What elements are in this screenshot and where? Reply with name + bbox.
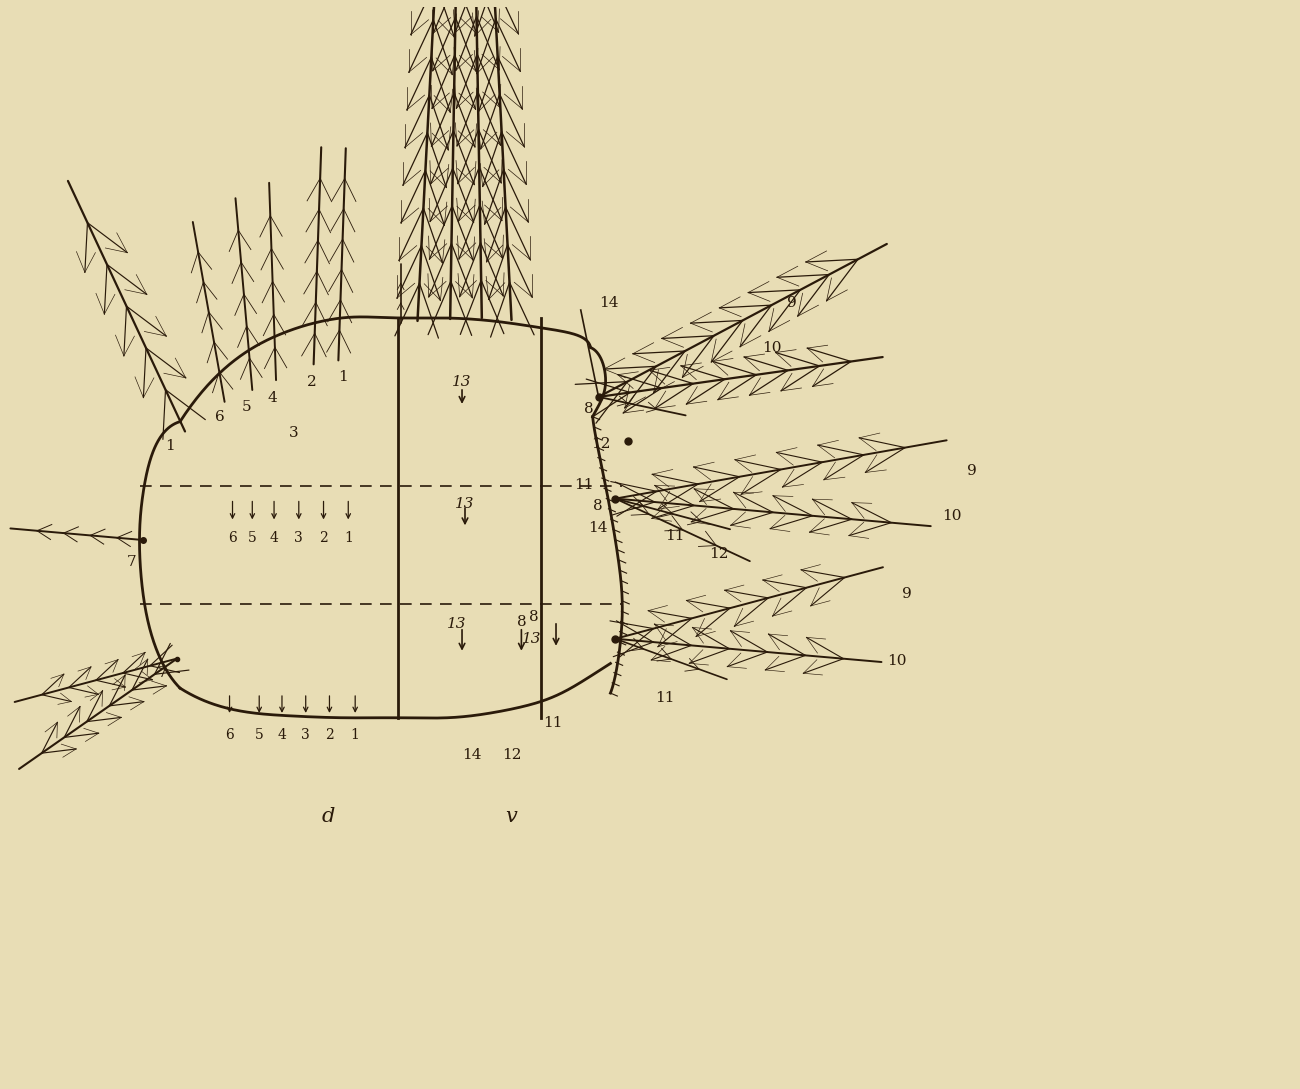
Text: 13: 13 — [452, 375, 472, 389]
Text: 13: 13 — [521, 632, 541, 646]
Text: 5: 5 — [242, 400, 251, 414]
Text: 14: 14 — [463, 748, 482, 762]
Text: 11: 11 — [655, 692, 675, 705]
Text: v: v — [506, 807, 517, 825]
Text: 10: 10 — [942, 510, 962, 524]
Text: 14: 14 — [599, 296, 619, 310]
Text: 6: 6 — [227, 531, 237, 546]
Text: 9: 9 — [786, 296, 797, 310]
Text: 8: 8 — [529, 610, 539, 624]
Text: 6: 6 — [214, 409, 225, 424]
Text: 8: 8 — [584, 402, 594, 416]
Text: 12: 12 — [710, 547, 729, 561]
Text: 11: 11 — [666, 529, 685, 543]
Text: 12: 12 — [590, 438, 610, 451]
Text: 9: 9 — [967, 464, 976, 478]
Text: 5: 5 — [255, 727, 264, 742]
Text: 1: 1 — [165, 439, 176, 453]
Text: 13: 13 — [447, 617, 467, 631]
Text: 14: 14 — [588, 522, 607, 535]
Text: 9: 9 — [902, 587, 913, 601]
Text: 4: 4 — [268, 391, 277, 405]
Text: 1: 1 — [338, 370, 348, 384]
Text: 2: 2 — [320, 531, 328, 546]
Text: 1: 1 — [343, 531, 352, 546]
Text: 4: 4 — [277, 727, 286, 742]
Text: d: d — [322, 807, 335, 825]
Text: 2: 2 — [307, 375, 316, 389]
Text: 12: 12 — [502, 748, 521, 762]
Text: 4: 4 — [269, 531, 278, 546]
Text: 7: 7 — [157, 666, 168, 681]
Text: 7: 7 — [127, 554, 136, 568]
Text: 1: 1 — [351, 727, 360, 742]
Text: 11: 11 — [543, 715, 563, 730]
Text: 3: 3 — [302, 727, 311, 742]
Text: 6: 6 — [225, 727, 234, 742]
Text: 5: 5 — [248, 531, 256, 546]
Text: 8: 8 — [516, 615, 526, 629]
Text: 8: 8 — [593, 500, 602, 514]
Text: 10: 10 — [762, 341, 781, 355]
Text: 11: 11 — [575, 478, 594, 492]
Text: 13: 13 — [455, 497, 474, 511]
Text: 10: 10 — [888, 653, 907, 668]
Text: 3: 3 — [294, 531, 303, 546]
Text: 3: 3 — [289, 427, 299, 440]
Text: 2: 2 — [325, 727, 334, 742]
